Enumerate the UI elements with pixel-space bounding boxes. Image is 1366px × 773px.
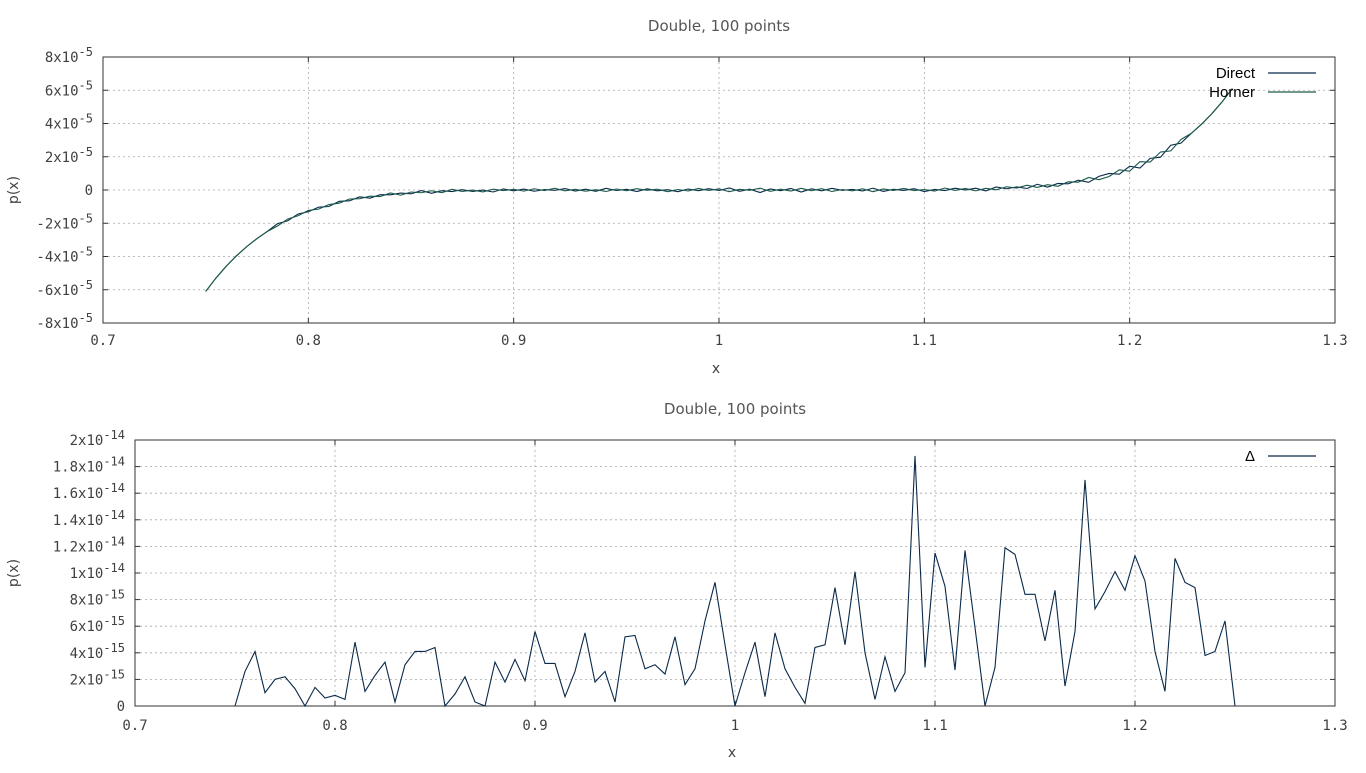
y-tick-label: -2x10-5: [36, 211, 93, 232]
x-tick-label: 0.7: [122, 718, 147, 734]
legend-label: Direct: [1216, 65, 1256, 82]
y-axis-label: p(x): [6, 559, 22, 587]
y-axis-label: p(x): [6, 176, 22, 204]
y-tick-label: 8x10-5: [45, 45, 93, 66]
x-tick-label: 0.9: [501, 333, 526, 349]
y-tick-label: 1.4x10-14: [53, 508, 125, 529]
x-tick-label: 0.9: [522, 718, 547, 734]
y-tick-label: 2x10-14: [70, 428, 125, 449]
y-tick-label: 4x10-15: [70, 641, 125, 662]
legend-label: Horner: [1209, 84, 1255, 101]
legend-label: Δ: [1245, 448, 1255, 465]
x-tick-label: 0.8: [322, 718, 347, 734]
x-axis-label: x: [728, 745, 736, 761]
y-tick-label: 0: [85, 183, 93, 199]
y-tick-label: -4x10-5: [36, 245, 93, 266]
x-tick-label: 0.8: [296, 333, 321, 349]
y-tick-label: 1.8x10-14: [53, 455, 125, 476]
y-tick-label: 8x10-15: [70, 588, 125, 609]
y-tick-label: 6x10-15: [70, 614, 125, 635]
chart-title: Double, 100 points: [648, 17, 790, 35]
y-tick-label: 4x10-5: [45, 112, 93, 133]
x-tick-label: 1.3: [1322, 333, 1347, 349]
y-tick-label: 1x10-14: [70, 561, 125, 582]
y-tick-label: 2x10-15: [70, 667, 125, 688]
x-tick-label: 1.3: [1322, 718, 1347, 734]
chart-panel-1: Double, 100 points 0.7 0.8 0.9 1 1.1 1.2 1.3 8x1…: [6, 17, 1348, 377]
y-tick-label: 0: [117, 699, 125, 715]
x-tick-label: 1: [731, 718, 739, 734]
y-tick-label: 2x10-5: [45, 145, 93, 166]
x-tick-label: 1: [715, 333, 723, 349]
chart-title: Double, 100 points: [664, 400, 806, 418]
y-tick-label: -8x10-5: [36, 311, 93, 332]
x-tick-label: 1.2: [1122, 718, 1147, 734]
series-line-1: [205, 88, 1233, 292]
x-axis-label: x: [712, 361, 720, 377]
y-tick-label: 1.2x10-14: [53, 534, 125, 555]
y-tick-label: 1.6x10-14: [53, 481, 125, 502]
series-line-2: [205, 88, 1233, 292]
y-tick-label: 6x10-5: [45, 78, 93, 99]
series-line-1: [234, 455, 1236, 708]
chart-panel-2: Double, 100 points 0.7 0.8 0.9 1 1.1 1.2 1.3 2x1…: [6, 400, 1348, 761]
x-tick-label: 1.1: [912, 333, 937, 349]
x-tick-label: 1.1: [922, 718, 947, 734]
x-tick-label: 0.7: [90, 333, 115, 349]
x-tick-label: 1.2: [1117, 333, 1142, 349]
y-tick-label: -6x10-5: [36, 278, 93, 299]
plot-frame: [102, 56, 1336, 324]
